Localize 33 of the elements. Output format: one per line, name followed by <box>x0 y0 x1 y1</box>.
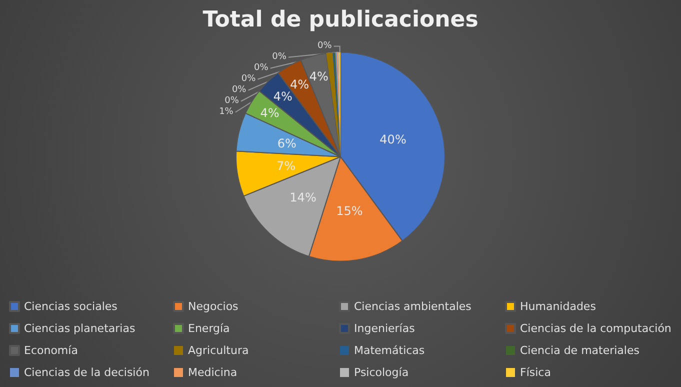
data-label: 0% <box>232 85 247 96</box>
legend-label: Ciencias de la decisión <box>24 366 150 379</box>
legend-label: Ciencias de la computación <box>520 322 672 335</box>
chart-title: Total de publicaciones <box>202 8 478 32</box>
data-label: 40% <box>380 132 406 147</box>
data-label: 4% <box>290 77 310 92</box>
legend-label: Física <box>520 366 551 379</box>
data-label: 0% <box>224 96 240 106</box>
data-label: 0% <box>318 41 332 52</box>
legend-label: Ingenierías <box>354 322 416 335</box>
legend-label: Humanidades <box>520 300 596 313</box>
legend-label: Medicina <box>188 366 238 379</box>
data-label: 0% <box>241 74 256 84</box>
legend-label: Ciencia de materiales <box>520 344 640 357</box>
legend-label: Psicología <box>354 366 409 379</box>
data-label: 0% <box>272 52 287 62</box>
legend-label: Ciencias sociales <box>24 300 118 313</box>
legend-label: Ciencias planetarias <box>24 322 136 335</box>
data-label: 1% <box>219 107 234 118</box>
data-label: 6% <box>277 136 296 151</box>
legend-label: Ciencias ambientales <box>354 300 472 313</box>
data-label: 4% <box>273 90 292 104</box>
legend-label: Agricultura <box>188 344 249 357</box>
legend-label: Negocios <box>188 300 239 313</box>
data-label: 4% <box>260 106 280 120</box>
data-label: 15% <box>336 204 363 218</box>
data-label: 7% <box>276 158 296 173</box>
legend-label: Economía <box>24 344 78 357</box>
data-label: 14% <box>290 190 316 204</box>
data-label: 0% <box>254 63 269 74</box>
legend-label: Matemáticas <box>354 344 425 357</box>
legend-label: Energía <box>188 322 230 335</box>
data-label: 4% <box>309 69 328 84</box>
